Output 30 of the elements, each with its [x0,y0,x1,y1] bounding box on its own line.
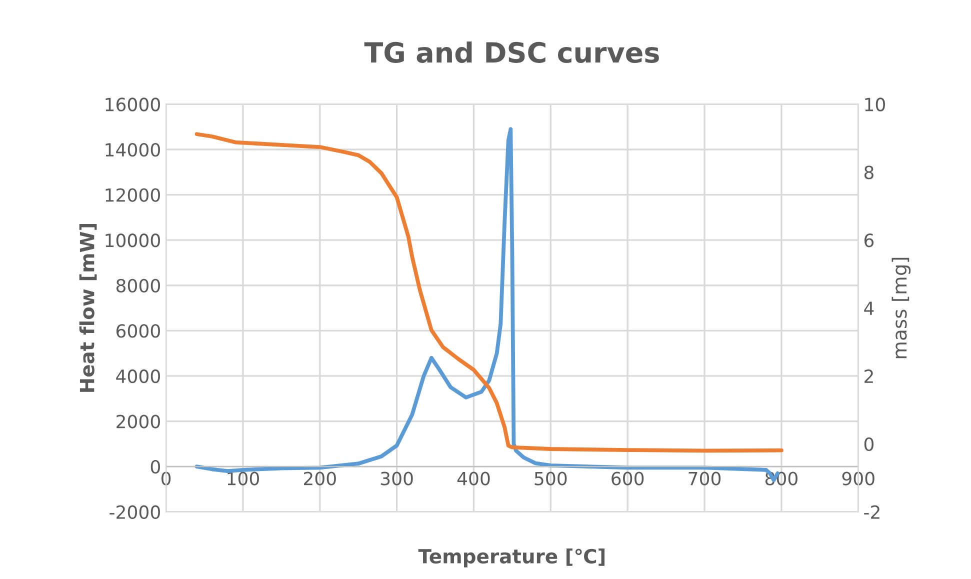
y-tick-label: 0 [150,460,160,474]
x-tick-label: 500 [534,472,567,486]
x-tick-label: 900 [842,472,874,486]
y-tick-label: 8000 [116,278,160,292]
x-axis-title: Temperature [℃] [418,548,605,568]
y-tick-label: 16000 [106,98,160,112]
y-tick-label: 4000 [116,369,160,384]
x-tick-label: 700 [688,472,721,486]
y2-tick-label: 0 [864,437,874,452]
y-tick-label: 2000 [116,414,160,428]
x-tick-label: 200 [304,472,336,486]
y-tick-label: -2000 [110,505,160,519]
y2-tick-label: 6 [864,234,874,248]
chart-title: TG and DSC curves [364,41,659,63]
y2-tick-label: 2 [864,369,873,383]
y-tick-label: 12000 [106,188,160,202]
y2-tick-label: 4 [864,302,874,315]
y2-axis-title: mass [mg] [892,258,911,358]
x-tick-label: 100 [228,472,259,486]
y-tick-label: 14000 [106,142,160,157]
y2-tick-label: 8 [864,166,874,180]
y2-tick-label: 10 [865,98,885,112]
x-tick-label: 600 [612,472,644,486]
y-tick-label: 10000 [106,234,160,248]
x-tick-label: 400 [457,472,490,486]
x-tick-label: 0 [161,472,171,486]
y2-tick-label: -2 [864,505,880,519]
y-tick-label: 6000 [116,324,160,338]
y-axis-title: Heat flow [mW] [79,224,97,392]
x-tick-label: 300 [380,472,413,486]
